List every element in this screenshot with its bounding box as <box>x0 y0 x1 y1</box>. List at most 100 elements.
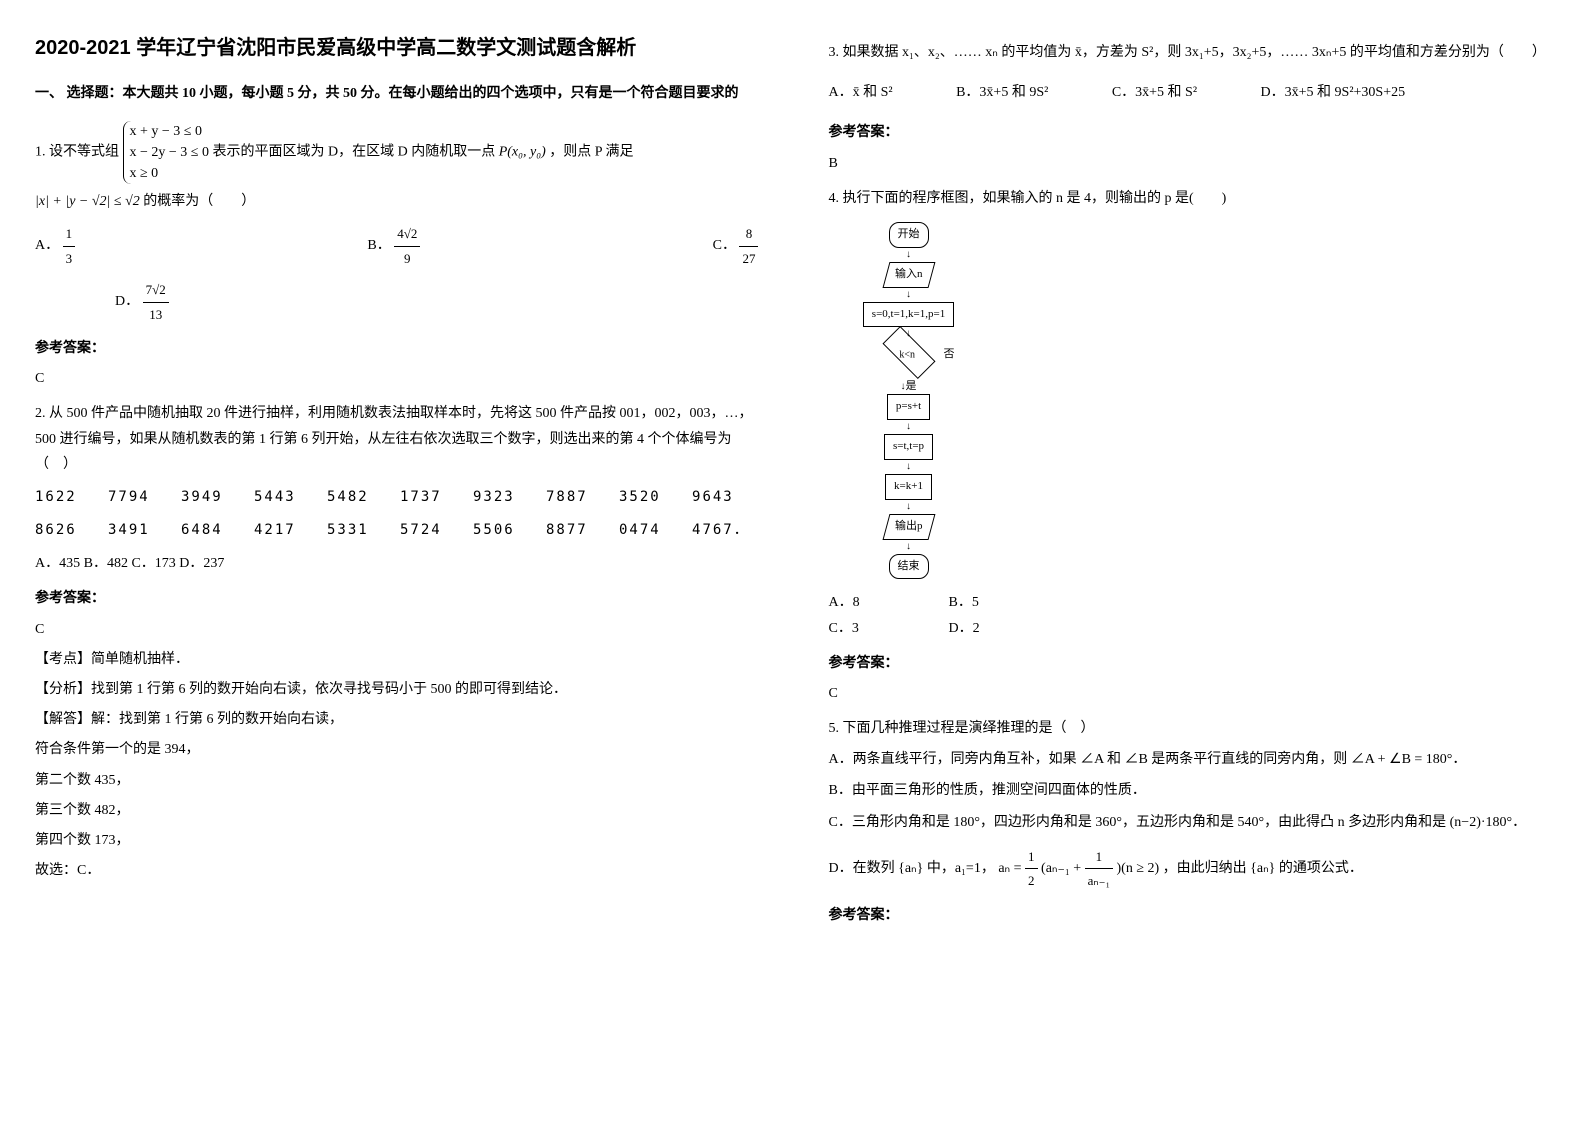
fc-output-text: 输出p <box>895 517 923 537</box>
q1-optC-num: 8 <box>739 222 758 246</box>
q4-optB: B．5 <box>949 595 979 610</box>
question-2: 2. 从 500 件产品中随机抽取 20 件进行抽样，利用随机数表法抽取样本时，… <box>35 401 759 576</box>
q2-row1: 1622 7794 3949 5443 5482 1737 9323 7887 … <box>35 485 759 510</box>
q1-optC: C． 827 <box>713 222 759 270</box>
q1-optD-label: D． <box>115 294 139 309</box>
q2-text: 2. 从 500 件产品中随机抽取 20 件进行抽样，利用随机数表法抽取样本时，… <box>35 401 759 477</box>
q2-jieda: 【解答】解：找到第 1 行第 6 列的数开始向右读， <box>35 707 759 732</box>
q1-sys3: x ≥ 0 <box>130 163 209 184</box>
q2-l5: 故选：C． <box>35 858 759 883</box>
fc-input-text: 输入n <box>895 265 923 285</box>
q5-optD-post: ，由此归纳出 {aₙ} 的通项公式． <box>1163 861 1363 876</box>
question-1: 1. 设不等式组 x + y − 3 ≤ 0 x − 2y − 3 ≤ 0 x … <box>35 116 759 326</box>
fc-end: 结束 <box>889 554 929 580</box>
q2-l2: 第二个数 435， <box>35 768 759 793</box>
right-column: 3. 如果数据 x₁、x₂、…… xₙ 的平均值为 x̄，方差为 S²，则 3x… <box>794 0 1587 1122</box>
q2-kaodian: 【考点】简单随机抽样． <box>35 647 759 672</box>
question-5: 5. 下面几种推理过程是演绎推理的是（ ） A．两条直线平行，同旁内角互补，如果… <box>829 716 1553 893</box>
q1-optA: A． 13 <box>35 222 75 270</box>
q1-optB-den: 9 <box>394 247 420 270</box>
q5-optD-iden: aₙ₋₁ <box>1085 869 1113 892</box>
q2-l1: 符合条件第一个的是 394， <box>35 737 759 762</box>
q4-text: 4. 执行下面的程序框图，如果输入的 n 是 4，则输出的 p 是( ) <box>829 186 1553 211</box>
fc-no: 否 <box>944 345 955 365</box>
q5-answer-label: 参考答案： <box>829 903 1553 928</box>
q3-optD: D．3x̄+5 和 9S²+30S+25 <box>1261 85 1406 100</box>
q1-answer-label: 参考答案： <box>35 336 759 361</box>
q3-answer-label: 参考答案： <box>829 120 1553 145</box>
q4-optA: A．8 <box>829 590 949 615</box>
q1-optA-label: A． <box>35 238 59 253</box>
q1-cond: |x| + |y − √2| ≤ √2 <box>35 194 140 209</box>
fc-output: 输出p <box>882 514 934 540</box>
q5-optD-paren: (aₙ₋₁ + <box>1041 861 1085 876</box>
fc-step2: s=t,t=p <box>884 434 933 460</box>
fc-arrow: ↓是 <box>849 382 969 391</box>
q1-optB: B． 4√29 <box>367 222 420 270</box>
q1-system: x + y − 3 ≤ 0 x − 2y − 3 ≤ 0 x ≥ 0 <box>123 121 209 184</box>
section-heading: 一、 选择题：本大题共 10 小题，每小题 5 分，共 50 分。在每小题给出的… <box>35 81 759 106</box>
page-title: 2020-2021 学年辽宁省沈阳市民爱高级中学高二数学文测试题含解析 <box>35 30 759 66</box>
q5-optA: A．两条直线平行，同旁内角互补，如果 ∠A 和 ∠B 是两条平行直线的同旁内角，… <box>829 747 1553 772</box>
q2-opts: A．435 B．482 C．173 D．237 <box>35 551 759 576</box>
fc-input: 输入n <box>882 262 934 288</box>
q3-answer: B <box>829 151 1553 176</box>
fc-cond-text: k<n <box>882 347 932 365</box>
q1-optB-label: B． <box>367 238 390 253</box>
q1-optC-den: 27 <box>739 247 758 270</box>
q5-optB: B．由平面三角形的性质，推测空间四面体的性质． <box>829 778 1553 803</box>
fc-arrow: ↓ <box>849 543 969 551</box>
q5-optD: D．在数列 {aₙ} 中，a₁=1， aₙ = 12 (aₙ₋₁ + 1aₙ₋₁… <box>829 845 1553 893</box>
fc-arrow: ↓ <box>849 251 969 259</box>
q2-l4: 第四个数 173， <box>35 828 759 853</box>
q5-optD-fden: 2 <box>1025 869 1038 892</box>
q1-point: P(x₀, y₀) <box>499 145 546 160</box>
q1-optD-den: 13 <box>143 303 169 326</box>
q2-answer: C <box>35 617 759 642</box>
q2-fenxi: 【分析】找到第 1 行第 6 列的数开始向右读，依次寻找号码小于 500 的即可… <box>35 677 759 702</box>
q4-optC: C．3 <box>829 616 949 641</box>
q1-mid1: 表示的平面区域为 D，在区域 D 内随机取一点 <box>212 145 495 160</box>
q4-answer: C <box>829 681 1553 706</box>
fc-yes: 是 <box>906 380 917 392</box>
q3-text: 3. 如果数据 x₁、x₂、…… xₙ 的平均值为 x̄，方差为 S²，则 3x… <box>829 40 1553 65</box>
q1-options: A． 13 B． 4√29 C． 827 <box>35 222 759 270</box>
q3-optB: B．3x̄+5 和 9S² <box>956 85 1048 100</box>
fc-step1: p=s+t <box>887 394 930 420</box>
q1-optB-num: 4√2 <box>394 222 420 246</box>
question-4: 4. 执行下面的程序框图，如果输入的 n 是 4，则输出的 p 是( ) 开始 … <box>829 186 1553 641</box>
q1-tail: 的概率为（ ） <box>143 194 255 209</box>
q2-l3: 第三个数 482， <box>35 798 759 823</box>
q5-optD-fnum: 1 <box>1025 845 1038 869</box>
flowchart: 开始 ↓ 输入n ↓ s=0,t=1,k=1,p=1 ↓ k<n 否 ↓是 p=… <box>849 221 1553 580</box>
q4-optD: D．2 <box>949 621 980 636</box>
q5-optD-left: aₙ = <box>998 861 1025 876</box>
q1-mid2: ，则点 P 满足 <box>549 145 633 160</box>
q1-optA-den: 3 <box>63 247 76 270</box>
q5-optD-close: )(n ≥ 2) <box>1117 861 1160 876</box>
q1-sys2: x − 2y − 3 ≤ 0 <box>130 142 209 163</box>
fc-arrow: ↓ <box>849 423 969 431</box>
fc-init: s=0,t=1,k=1,p=1 <box>863 302 954 328</box>
fc-arrow: ↓ <box>849 463 969 471</box>
q1-optA-num: 1 <box>63 222 76 246</box>
fc-start: 开始 <box>889 222 929 248</box>
q5-optC: C．三角形内角和是 180°，四边形内角和是 360°，五边形内角和是 540°… <box>829 810 1553 835</box>
q1-optD-num: 7√2 <box>143 278 169 302</box>
fc-step3: k=k+1 <box>885 474 932 500</box>
question-3: 3. 如果数据 x₁、x₂、…… xₙ 的平均值为 x̄，方差为 S²，则 3x… <box>829 40 1553 105</box>
q2-row2: 8626 3491 6484 4217 5331 5724 5506 8877 … <box>35 518 759 543</box>
q4-answer-label: 参考答案： <box>829 651 1553 676</box>
left-column: 2020-2021 学年辽宁省沈阳市民爱高级中学高二数学文测试题含解析 一、 选… <box>0 0 794 1122</box>
q2-answer-label: 参考答案： <box>35 586 759 611</box>
fc-arrow: ↓ <box>849 503 969 511</box>
q3-optA: A．x̄ 和 S² <box>829 85 893 100</box>
q5-optD-inum: 1 <box>1085 845 1113 869</box>
fc-arrow: ↓ <box>849 291 969 299</box>
q3-options-row1: A．x̄ 和 S² B．3x̄+5 和 9S² C．3x̄+5 和 S² D．3… <box>829 80 1553 105</box>
q3-optC: C．3x̄+5 和 S² <box>1112 85 1197 100</box>
q1-optC-label: C． <box>713 238 736 253</box>
q5-text: 5. 下面几种推理过程是演绎推理的是（ ） <box>829 716 1553 741</box>
q5-optD-pre: D．在数列 {aₙ} 中，a₁=1， <box>829 861 995 876</box>
q1-answer: C <box>35 366 759 391</box>
